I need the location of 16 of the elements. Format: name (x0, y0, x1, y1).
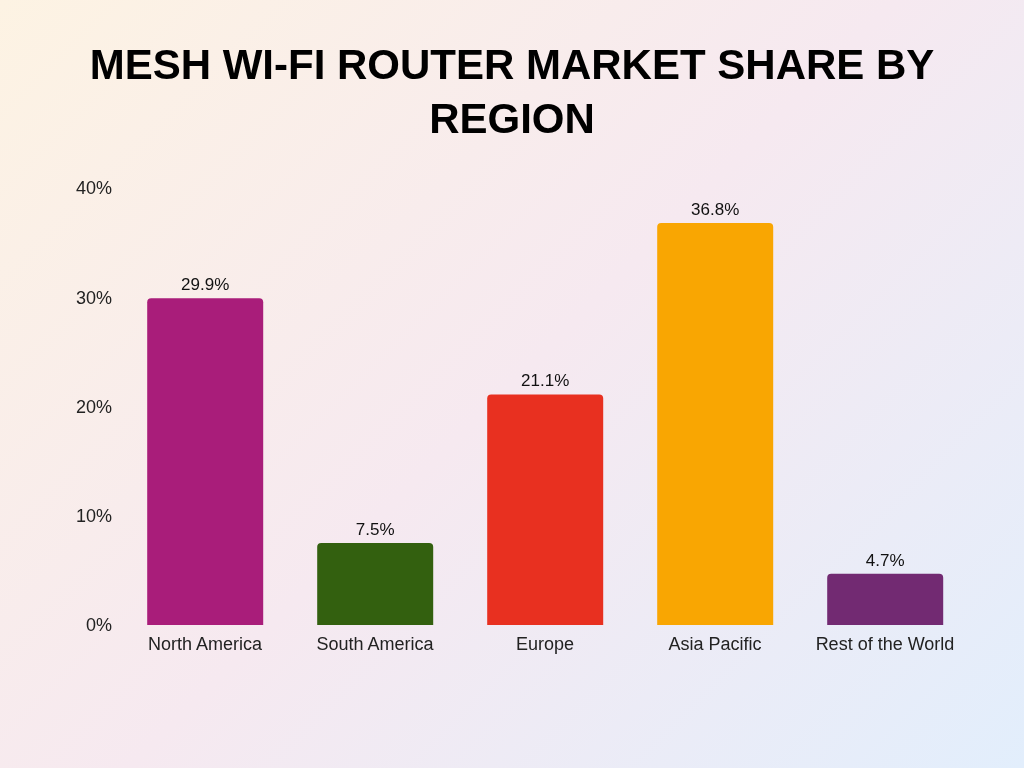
data-label: 4.7% (865, 550, 905, 570)
x-tick-label: South America (316, 633, 435, 654)
y-tick-label: 40% (75, 178, 112, 199)
y-tick-label: 20% (75, 396, 112, 417)
data-label: 21.1% (521, 371, 570, 391)
y-tick-label: 10% (75, 506, 112, 527)
x-tick-label: Europe (515, 633, 575, 654)
x-tick-label: Rest of the World (815, 633, 955, 654)
data-label: 29.9% (181, 275, 230, 295)
y-tick-label: 30% (75, 287, 112, 308)
data-label: 36.8% (691, 199, 740, 219)
data-label: 7.5% (355, 520, 395, 540)
y-tick-label: 0% (85, 615, 112, 636)
x-tick-label: Asia Pacific (668, 633, 762, 654)
x-tick-label: North America (147, 633, 263, 654)
chart-title: MESH WI-FI ROUTER MARKET SHARE BY REGION (88, 40, 936, 144)
